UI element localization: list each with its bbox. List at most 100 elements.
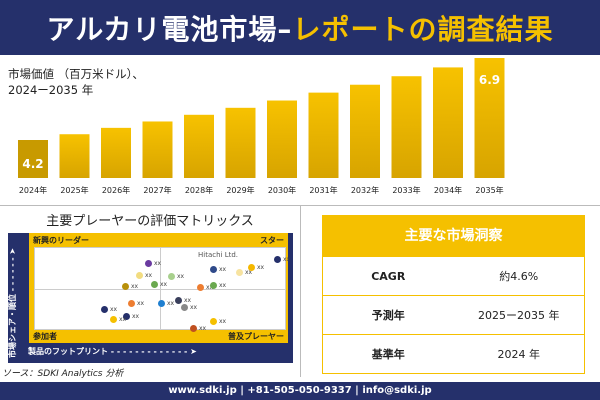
table-row: 基準年 2024 年 <box>323 334 584 373</box>
bar-2030年 <box>267 100 297 178</box>
player-dot <box>181 304 188 311</box>
player-label: xx <box>160 281 168 288</box>
player-label: xx <box>132 313 140 320</box>
data-label: 4.2 <box>22 157 43 171</box>
quadrant-stars: スター <box>260 236 284 245</box>
player-dot <box>136 272 143 279</box>
player-dot <box>175 297 182 304</box>
player-label: xx <box>283 256 291 263</box>
chart-subtitle: 2024ー2035 年 <box>8 83 94 97</box>
chart-title: 市場価値 （百万米ドル）、 2024ー2035 年 <box>8 66 144 98</box>
player-label: xx <box>245 269 253 276</box>
matrix-frame: 新興のリーダー スター 参加者 普及プレーヤー Hitachi Ltd. xx x… <box>29 233 290 343</box>
player-dot <box>210 266 217 273</box>
page-title: アルカリ電池市場– レポートの調査結果 <box>0 0 600 55</box>
bar-2024年 <box>18 140 48 178</box>
bar-2028年 <box>184 114 214 178</box>
y-axis-label: 市場シェア・順位 - - - - - - ➤ <box>8 247 17 358</box>
quadrant-emerging-leaders: 新興のリーダー <box>33 236 89 245</box>
player-label: xx <box>257 264 265 271</box>
table-row: 予測年 2025ー2035 年 <box>323 295 584 334</box>
x-tick-label: 2025年 <box>60 185 88 195</box>
row-key: 基準年 <box>371 348 405 361</box>
player-dot <box>248 264 255 271</box>
bar-chart: 2024年 4.2 2025年 2026年 2027年 2028年 2029年 2030年 20… <box>18 58 505 195</box>
player-dot <box>197 284 204 291</box>
row-key: 予測年 <box>371 309 405 322</box>
player-dot <box>122 283 129 290</box>
footer-contact: www.sdki.jp | +81-505-050-9337 | info@sd… <box>0 382 600 400</box>
divider <box>35 289 285 290</box>
row-key: CAGR <box>371 269 406 283</box>
bar-2027年 <box>142 121 173 178</box>
divider <box>300 205 301 377</box>
chart-title-line: 市場価値 （百万米ドル）、 <box>8 67 144 81</box>
player-label: xx <box>219 282 227 289</box>
x-tick-label: 2029年 <box>226 185 254 195</box>
player-label: xx <box>145 272 153 279</box>
player-dot <box>110 316 117 323</box>
player-dot <box>190 325 197 332</box>
highlight-label: Hitachi Ltd. <box>198 251 239 259</box>
quadrant-pervasive-players: 普及プレーヤー <box>228 332 284 341</box>
data-label: 6.9 <box>479 73 500 87</box>
x-tick-label: 2033年 <box>392 185 420 195</box>
player-dot <box>151 281 158 288</box>
x-tick-label: 2032年 <box>351 185 379 195</box>
player-label: xx <box>219 266 227 273</box>
source-note: ソース：SDKI Analytics 分析 <box>2 369 124 379</box>
bar-2025年 <box>59 134 90 178</box>
player-dot <box>168 273 175 280</box>
bar-2026年 <box>101 127 131 178</box>
divider <box>160 248 161 329</box>
player-dot <box>123 313 130 320</box>
bar-2032年 <box>350 84 380 178</box>
title-part: レポートの調査結果 <box>292 12 554 46</box>
player-label: xx <box>219 318 227 325</box>
player-matrix: 新興のリーダー スター 参加者 普及プレーヤー Hitachi Ltd. xx x… <box>8 233 293 363</box>
player-dot <box>145 260 152 267</box>
player-label: xx <box>177 273 185 280</box>
quadrant-participants: 参加者 <box>33 332 57 341</box>
player-dot <box>274 256 281 263</box>
bar-2033年 <box>391 76 422 178</box>
row-value: 2024 年 <box>497 348 541 361</box>
x-tick-label: 2028年 <box>185 185 213 195</box>
bar-2035年 <box>474 58 505 178</box>
player-label: xx <box>137 300 145 307</box>
bar-2029年 <box>225 107 256 178</box>
x-tick-label: 2030年 <box>268 185 296 195</box>
bar-2031年 <box>308 92 339 178</box>
player-label: xx <box>190 304 198 311</box>
x-tick-label: 2024年 <box>19 185 47 195</box>
x-tick-label: 2031年 <box>309 185 337 195</box>
player-label: xx <box>131 283 139 290</box>
player-dot <box>101 306 108 313</box>
row-value: 2025ー2035 年 <box>478 309 560 322</box>
player-label: xx <box>184 297 192 304</box>
x-tick-label: 2027年 <box>143 185 171 195</box>
player-label: xx <box>199 325 207 332</box>
matrix-title: 主要プレーヤーの評価マトリックス <box>46 214 254 229</box>
player-label: xx <box>206 284 214 291</box>
bar-2034年 <box>433 67 463 178</box>
player-dot <box>158 300 165 307</box>
x-tick-label: 2035年 <box>475 185 503 195</box>
player-dot <box>210 282 217 289</box>
player-label: xx <box>110 306 118 313</box>
table-row: CAGR 約4.6% <box>323 256 584 295</box>
player-dot <box>236 269 243 276</box>
x-axis-label: 製品のフットプリント - - - - - - - - - - - - - ➤ <box>28 347 197 356</box>
row-value: 約4.6% <box>499 270 539 283</box>
insights-table: 主要な市場洞察 CAGR 約4.6% 予測年 2025ー2035 年 基準年 2024… <box>322 215 585 374</box>
insights-title: 主要な市場洞察 <box>323 216 584 256</box>
player-label: xx <box>119 316 127 323</box>
x-tick-label: 2034年 <box>434 185 462 195</box>
player-label: xx <box>167 300 175 307</box>
x-tick-label: 2026年 <box>102 185 130 195</box>
matrix-plot: Hitachi Ltd. xx xx xx xx xx xx xx xx xx xx xx xx xx x… <box>34 247 290 332</box>
player-label: xx <box>154 260 162 267</box>
title-part: アルカリ電池市場– <box>46 12 293 46</box>
player-dot <box>210 318 217 325</box>
player-dot <box>128 300 135 307</box>
